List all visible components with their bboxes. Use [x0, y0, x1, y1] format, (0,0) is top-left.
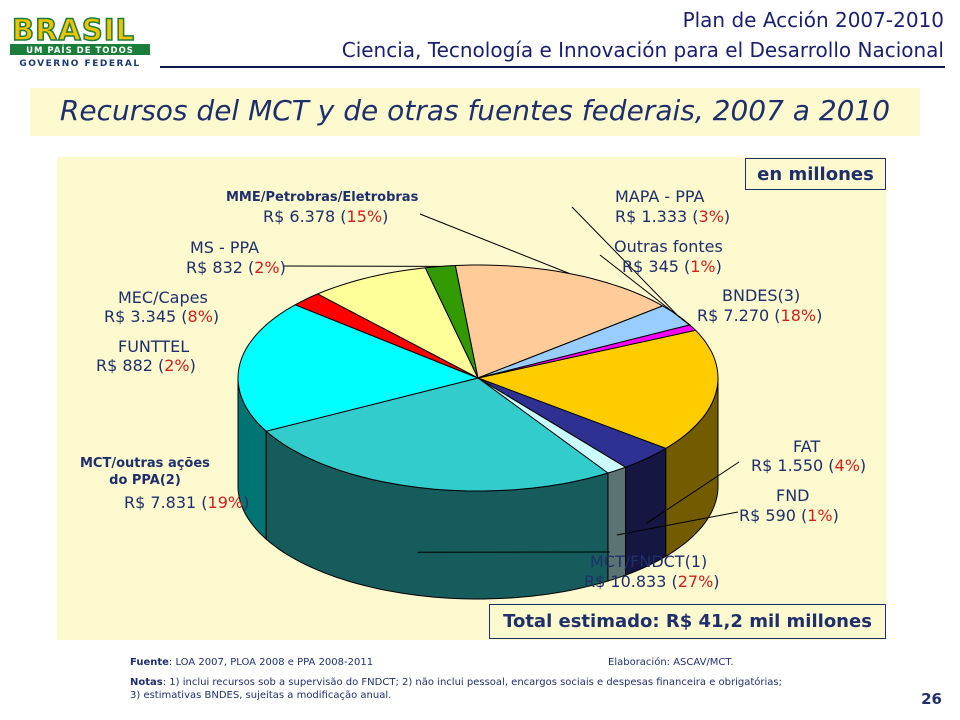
slice-name: FUNTTEL [118, 337, 190, 356]
slice-name: MCT/FNDCT(1) [590, 552, 708, 571]
slice-value: R$ 590 [739, 506, 796, 525]
label-fat-value: R$ 1.550 (4%) [751, 456, 867, 475]
slice-value: R$ 10.833 [584, 572, 667, 591]
notes: Notas: 1) inclui recursos sob a supervis… [130, 676, 782, 702]
label-fnd-value: R$ 590 (1%) [739, 506, 839, 525]
units-label: en millones [745, 158, 886, 190]
label-mec-value: R$ 3.345 (8%) [104, 307, 220, 326]
slice-name: MAPA - PPA [615, 187, 705, 206]
header-divider [160, 66, 945, 68]
slice-name: MS - PPA [190, 238, 260, 257]
header-line-1: Plan de Acción 2007-2010 [682, 8, 944, 32]
logo-wordmark: BRASIL [12, 13, 135, 47]
label-fat: FAT [793, 437, 820, 457]
slice-value: R$ 6.378 [263, 207, 336, 226]
slice-pct: 2% [164, 356, 190, 375]
label-mct-fndct: MCT/FNDCT(1) R$ 10.833 (27%) [584, 552, 720, 591]
slice-name: MEC/Capes [118, 288, 208, 307]
slice-pct: 1% [807, 506, 833, 525]
total-label: Total estimado: [503, 611, 660, 632]
slice-value: R$ 345 [622, 257, 679, 276]
source-note: Fuente: LOA 2007, PLOA 2008 e PPA 2008-2… [130, 656, 373, 669]
label-mec: MEC/Capes [118, 288, 208, 308]
title-background [30, 88, 920, 136]
slice-pct: 4% [834, 456, 860, 475]
slice-name-line-2: do PPA(2) [109, 473, 181, 488]
slice-name: MME/Petrobras/Eletrobras [226, 190, 419, 205]
source-text: : LOA 2007, PLOA 2008 e PPA 2008-2011 [168, 657, 374, 668]
slice-name: Outras fontes [614, 237, 723, 256]
notes-label: Notas [130, 677, 163, 688]
slice-value: R$ 7.831 [124, 493, 197, 512]
header-line-2: Ciencia, Tecnología e Innovación para el… [341, 38, 944, 62]
leader-line-outras-fontes [599, 254, 694, 328]
slice-name: FAT [793, 437, 821, 456]
label-bndes-value: R$ 7.270 (18%) [697, 306, 823, 325]
slice-value: R$ 882 [96, 356, 153, 375]
pie-slice-fat [477, 377, 667, 468]
page-number: 26 [921, 690, 942, 708]
slice-pct: 8% [187, 307, 213, 326]
leader-line-mapa-ppa [571, 206, 678, 316]
label-mct-outras: MCT/outras ações do PPA(2) [80, 455, 210, 489]
brasil-governo-federal-logo: BRASIL UM PAÍS DE TODOS GOVERNO FEDERAL [6, 10, 156, 70]
total-value: R$ 41,2 [665, 611, 743, 632]
pie-slice-mct-outras-a-es-do-ppa-2 [237, 304, 480, 432]
slice-pct: 18% [780, 306, 817, 325]
total-estimate: Total estimado: R$ 41,2 mil millones [489, 604, 886, 639]
slice-pct: 2% [254, 258, 280, 277]
slice-name: FND [776, 486, 810, 505]
pie-slice-mct-fndct-1 [265, 377, 610, 492]
chart-title: Recursos del MCT y de otras fuentes fede… [59, 94, 891, 127]
pie-slice-bndes-3 [476, 329, 719, 449]
slice-pct: 1% [690, 257, 716, 276]
leader-line-fnd [616, 511, 739, 536]
total-unit: mil millones [749, 611, 872, 632]
slice-pct: 19% [207, 493, 244, 512]
slice-value: R$ 1.550 [751, 456, 824, 475]
slice-pct: 3% [698, 207, 724, 226]
label-outras: Outras fontes R$ 345 (1%) [614, 237, 723, 276]
slice-value: R$ 7.270 [697, 306, 770, 325]
slice-pct: 27% [677, 572, 714, 591]
notes-line-2: 3) estimativas BNDES, sujeitas a modific… [130, 690, 392, 701]
label-funttel-value: R$ 882 (2%) [96, 356, 196, 375]
elaboration-note: Elaboración: ASCAV/MCT. [608, 657, 734, 668]
pie-slices [237, 264, 719, 492]
logo-tagline: UM PAÍS DE TODOS [26, 44, 134, 56]
label-bndes: BNDES(3) [722, 286, 800, 306]
notes-line-1: : 1) inclui recursos sob a supervisão do… [162, 677, 783, 688]
label-mme-value: R$ 6.378 (15%) [263, 207, 389, 226]
slice-value: R$ 832 [186, 258, 243, 277]
label-mct-outras-value: R$ 7.831 (19%) [124, 493, 250, 512]
slice-name-line-1: MCT/outras ações [80, 456, 210, 471]
label-fnd: FND [776, 486, 810, 506]
source-label: Fuente [130, 657, 169, 668]
slice-value: R$ 1.333 [615, 207, 688, 226]
slice-pct: 15% [346, 207, 383, 226]
label-mme: MME/Petrobras/Eletrobras [226, 189, 418, 206]
leader-lines [283, 206, 740, 553]
label-funttel: FUNTTEL [118, 337, 189, 357]
slice-name: BNDES(3) [722, 286, 801, 305]
leader-line-mme-petrobras-eletrobras [419, 213, 570, 275]
slice-value: R$ 3.345 [104, 307, 177, 326]
label-ms: MS - PPA R$ 832 (2%) [186, 238, 286, 277]
leader-line-fat [646, 461, 740, 524]
logo-footer-text: GOVERNO FEDERAL [19, 59, 140, 69]
label-mapa: MAPA - PPA R$ 1.333 (3%) [615, 187, 731, 226]
